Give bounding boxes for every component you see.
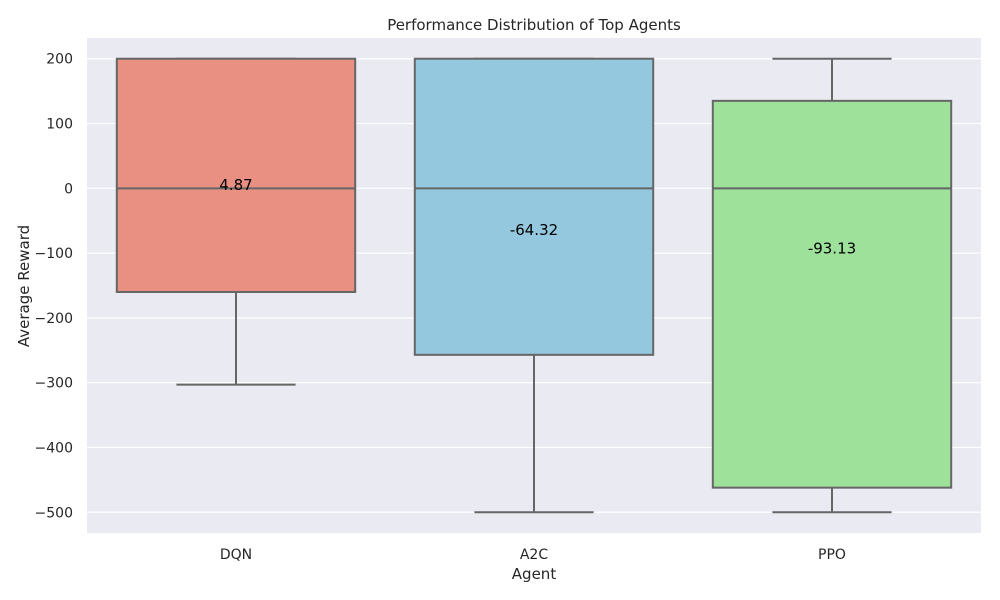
y-tick-label: 100 bbox=[46, 117, 73, 133]
boxes: 4.87 -64.32 -93.13 bbox=[115, 57, 953, 514]
y-axis-ticks: 200 100 0 −100 −200 −300 −400 −500 bbox=[35, 52, 73, 522]
box-dqn: 4.87 bbox=[115, 57, 357, 386]
box-iqr bbox=[711, 99, 953, 489]
y-tick-label: −500 bbox=[35, 505, 73, 521]
y-tick-label: −400 bbox=[35, 440, 73, 456]
y-tick-label: 0 bbox=[64, 181, 73, 197]
mean-label: 4.87 bbox=[219, 176, 252, 194]
y-tick-label: −300 bbox=[35, 376, 73, 392]
box-ppo: -93.13 bbox=[711, 57, 953, 514]
mean-label: -93.13 bbox=[808, 240, 856, 258]
x-tick-label: PPO bbox=[818, 547, 846, 563]
x-tick-label: A2C bbox=[520, 547, 548, 563]
y-tick-label: −200 bbox=[35, 311, 73, 327]
y-tick-label: −100 bbox=[35, 246, 73, 262]
box-a2c: -64.32 bbox=[413, 57, 655, 514]
y-tick-label: 200 bbox=[46, 52, 73, 68]
chart-title: Performance Distribution of Top Agents bbox=[387, 16, 681, 34]
x-axis-label: Agent bbox=[512, 565, 557, 583]
x-tick-label: DQN bbox=[220, 547, 252, 563]
box-iqr bbox=[115, 57, 357, 293]
mean-label: -64.32 bbox=[510, 221, 558, 239]
y-axis-label: Average Reward bbox=[15, 225, 33, 347]
box-iqr bbox=[413, 57, 655, 356]
x-axis-ticks: DQN A2C PPO bbox=[220, 547, 846, 563]
